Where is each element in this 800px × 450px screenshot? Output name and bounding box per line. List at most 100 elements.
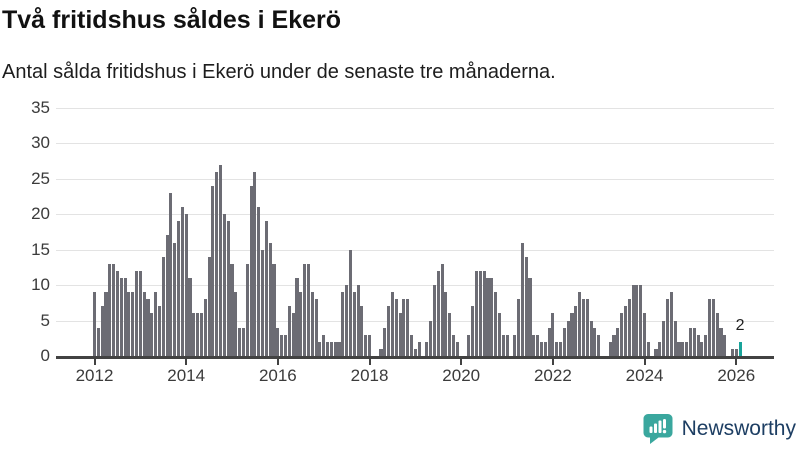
bar (467, 334, 471, 356)
bar (730, 348, 734, 356)
x-axis-label: 2020 (442, 366, 481, 385)
bar (138, 270, 142, 356)
bar (203, 299, 207, 356)
bar (520, 242, 524, 356)
bar (627, 299, 631, 356)
bar (555, 341, 559, 356)
bar (715, 313, 719, 356)
bar (115, 270, 119, 356)
bar (551, 313, 555, 356)
bar (345, 285, 349, 356)
bar (360, 306, 364, 356)
bar (387, 306, 391, 356)
bar (314, 299, 318, 356)
bar (215, 171, 219, 356)
bar (585, 299, 589, 356)
bar (398, 313, 402, 356)
x-axis-tick (93, 359, 96, 365)
bar (176, 221, 181, 356)
bar (719, 327, 723, 356)
bar (146, 299, 150, 356)
newsworthy-logo-icon (643, 414, 673, 444)
bar (165, 235, 169, 356)
bar (383, 327, 387, 356)
bar (402, 299, 406, 356)
bar (558, 341, 563, 356)
bar (490, 278, 494, 356)
bar (211, 185, 215, 356)
bar (646, 341, 650, 356)
bar (494, 292, 498, 356)
bar (413, 348, 417, 356)
x-axis-tick (551, 359, 554, 365)
bar (142, 292, 146, 356)
bar (513, 334, 517, 356)
bar (734, 348, 738, 356)
x-axis-label: 2016 (258, 366, 297, 385)
bar (352, 292, 356, 356)
bar (295, 278, 299, 356)
bar (180, 207, 184, 356)
bar (249, 185, 253, 356)
bar (474, 270, 479, 356)
x-axis-label: 2012 (75, 366, 114, 385)
bar (593, 327, 597, 356)
gridline-y-15 (56, 249, 774, 251)
bar (299, 292, 303, 356)
bar (390, 292, 394, 356)
bar (635, 285, 639, 356)
bar (100, 306, 104, 356)
bar (238, 327, 242, 356)
bar (516, 299, 521, 356)
bar (700, 341, 704, 356)
bar (264, 221, 268, 356)
logo-exclamation-bar (662, 419, 666, 429)
bar (532, 334, 536, 356)
x-axis-tick (735, 359, 738, 365)
bar (608, 341, 612, 356)
bar (692, 327, 696, 356)
bar (318, 341, 322, 356)
bar (677, 341, 681, 356)
bar (623, 306, 628, 356)
bar (665, 299, 670, 356)
bar (589, 320, 593, 356)
bar (157, 306, 161, 356)
bar (452, 334, 456, 356)
bar (547, 327, 551, 356)
bar (367, 334, 372, 356)
bar (276, 327, 280, 356)
logo-text: Newsworthy (681, 416, 796, 440)
y-axis-label: 30 (31, 133, 50, 153)
bar (505, 334, 509, 356)
bar (711, 299, 715, 356)
bar (131, 292, 135, 356)
bar (436, 270, 440, 356)
bar (681, 341, 685, 356)
bar (272, 263, 276, 356)
bar (154, 292, 158, 356)
x-axis-tick (276, 359, 279, 365)
bar (566, 320, 570, 356)
logo-bar-2 (653, 423, 657, 433)
y-axis-label: 25 (31, 168, 50, 188)
bar (654, 348, 658, 356)
bar (245, 263, 249, 356)
chart-subtitle: Antal sålda fritidshus i Ekerö under de … (2, 61, 556, 83)
bar (448, 313, 452, 356)
bar (574, 306, 578, 356)
highlighted-bar (738, 341, 742, 356)
x-axis-tick (185, 359, 188, 365)
bar (127, 292, 131, 356)
bar (188, 278, 192, 356)
x-axis-tick (643, 359, 646, 365)
x-axis-tick (368, 359, 371, 365)
bar (570, 313, 574, 356)
bar (524, 256, 528, 356)
bar (643, 313, 647, 356)
x-axis-label: 2018 (350, 366, 389, 385)
bar (455, 341, 459, 356)
bar (169, 192, 173, 356)
bar (196, 313, 200, 356)
